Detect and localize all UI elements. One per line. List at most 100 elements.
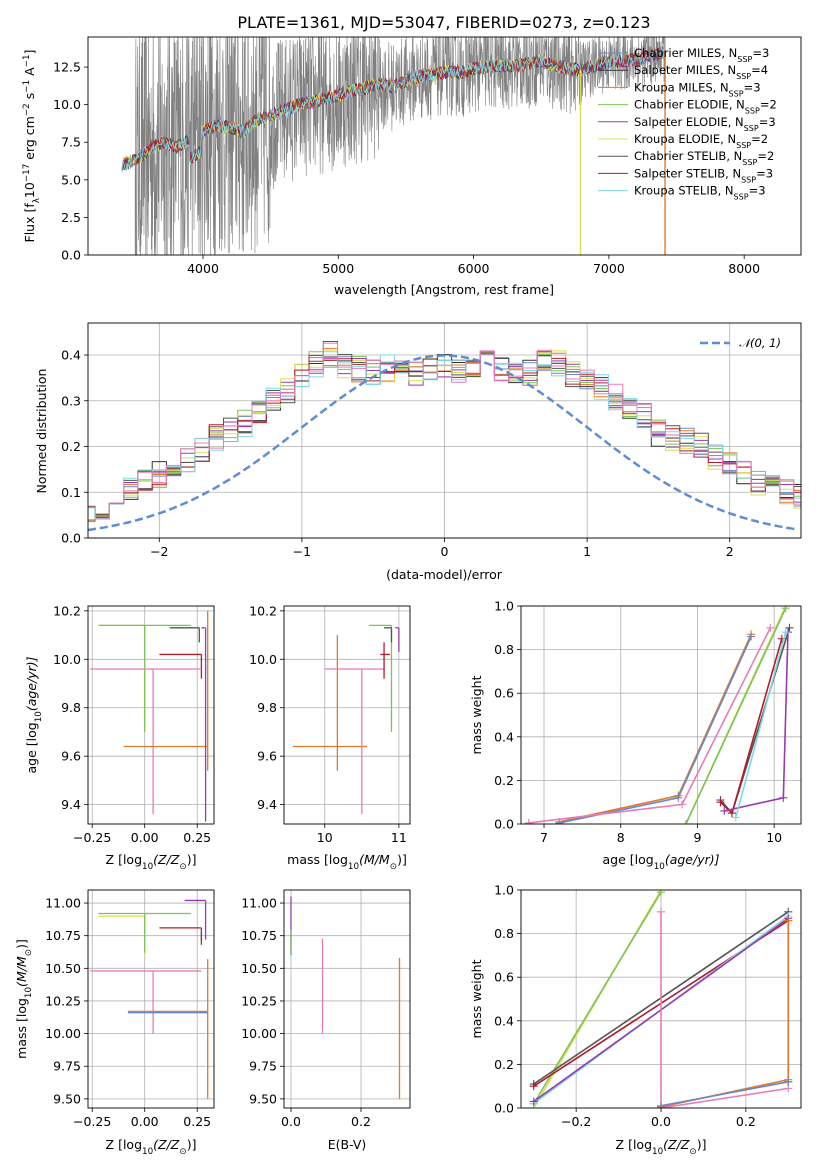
x-tick-label: 5000 [322,261,354,276]
x-axis-label: Z [log10(Z/Z⊙)] [106,852,197,872]
y-tick-label: 1.0 [494,599,514,614]
axes-frame [520,605,802,825]
plot-area [90,899,209,1099]
x-tick-label: 0.0 [651,1114,671,1129]
x-tick-label: −0.25 [73,830,111,845]
axes-frame [87,605,215,825]
residual-histogram [88,353,801,515]
plus-marker [781,606,790,613]
y-tick-label: 0.2 [61,439,81,454]
x-axis-label: E(B-V) [328,1137,367,1152]
x-tick-label: 0.00 [131,1114,159,1129]
plus-marker [555,818,564,824]
weight-vs-age-panel: 7 8 9 10 0.0 0.2 0.4 0.6 0.8 1.0 age [log10(age/yr… [469,599,802,872]
age-vs-metallicity-panel: −0.25 0.00 0.25 9.4 9.6 9.8 10.0 10.2 Z [log10(Z… [24,603,215,872]
y-tick-label: 10.50 [241,961,277,976]
plus-marker [681,820,690,824]
spectrum-panel: 4000 5000 6000 7000 8000 0.0 2.5 5.0 7.5 10.0 12.5… [22,36,802,297]
plus-marker [524,818,533,824]
axes-frame [87,889,215,1109]
y-tick-label: 0.3 [61,393,81,408]
series-line [660,920,790,1108]
y-tick-label: 10.00 [241,1026,277,1041]
x-tick-label: 0.0 [281,1114,301,1129]
y-axis-label: Normed distribution [34,369,49,494]
y-tick-label: 9.6 [257,749,277,764]
y-axis-label: Flux [fλ10−17 erg cm−2 s−1 A−1] [22,50,42,243]
series-line [533,891,662,1105]
plus-marker [657,907,665,916]
y-tick-label: 0.6 [494,970,514,985]
series-line [685,607,787,824]
y-tick-label: 10.2 [53,603,81,618]
y-tick-label: 7.5 [61,135,81,150]
plus-marker [529,1097,538,1106]
observed-spectrum [135,37,666,255]
x-axis-label: mass [log10(M/M⊙)] [287,852,407,872]
plus-marker [779,793,788,802]
x-tick-label: −1 [293,544,311,559]
y-tick-label: 0.6 [494,686,514,701]
plus-marker [727,809,736,818]
y-tick-label: 0.0 [494,817,514,832]
y-tick-label: 9.50 [53,1091,81,1106]
plot-area [292,624,400,815]
y-tick-label: 10.2 [249,603,277,618]
legend-label: Salpeter STELIB, NSSP=3 [634,166,773,184]
plus-marker [731,813,740,822]
plot-area [88,341,801,532]
x-tick-label: 7000 [593,261,625,276]
y-tick-label: 9.6 [61,749,81,764]
x-tick-label: 1 [583,544,591,559]
legend-label: Chabrier STELIB, NSSP=2 [634,149,774,167]
y-tick-label: 0.8 [494,642,514,657]
plus-marker [766,623,775,632]
plus-marker [657,890,665,897]
residual-histogram [88,347,801,516]
y-tick-label: 9.4 [257,797,277,812]
series-line [559,636,752,824]
y-tick-label: 10.25 [241,993,277,1008]
plus-marker [785,623,794,632]
plus-marker [720,806,729,815]
x-tick-label: 4000 [187,261,219,276]
y-tick-label: 9.50 [249,1091,277,1106]
legend-label: 𝒩(0, 1) [739,336,781,350]
plus-marker [529,1082,538,1091]
residual-histogram [88,351,801,522]
y-tick-label: 11.00 [45,896,81,911]
axes-frame [283,889,411,1109]
x-tick-label: 0.25 [183,1114,211,1129]
x-tick-label: 8 [617,830,625,845]
x-tick-label: −0.25 [73,1114,111,1129]
x-tick-label: 11 [391,830,407,845]
x-axis-label: (data-model)/error [386,567,503,582]
x-axis-label: wavelength [Angstrom, rest frame] [334,282,554,297]
plot-area [121,37,666,255]
legend-label: Kroupa MILES, NSSP=3 [634,80,761,98]
y-tick-label: 11.00 [241,896,277,911]
x-tick-label: 0.00 [131,830,159,845]
y-axis-label: mass weight [469,675,484,754]
series-line [660,1081,789,1107]
legend-label: Kroupa ELODIE, NSSP=2 [634,132,768,150]
y-tick-label: 0.4 [494,729,514,744]
legend-label: Kroupa STELIB, NSSP=3 [634,184,766,202]
y-tick-label: 9.75 [53,1059,81,1074]
x-tick-label: 0.2 [351,1114,371,1129]
x-tick-label: 10 [317,830,333,845]
x-tick-label: −0.2 [561,1114,591,1129]
residual-histogram [88,351,801,521]
y-axis-label: mass weight [469,959,484,1038]
y-tick-label: 10.0 [53,97,81,112]
plus-marker [781,628,790,637]
plot-area [90,610,209,822]
plus-marker [747,632,756,641]
plus-marker [784,916,793,925]
y-tick-label: 0.2 [494,773,514,788]
x-axis-label: Z [log10(Z/Z⊙)] [106,1137,197,1157]
plus-marker [716,798,725,807]
y-tick-label: 10.50 [45,961,81,976]
legend-label: Salpeter MILES, NSSP=4 [634,63,768,81]
y-tick-label: 0.8 [494,926,514,941]
